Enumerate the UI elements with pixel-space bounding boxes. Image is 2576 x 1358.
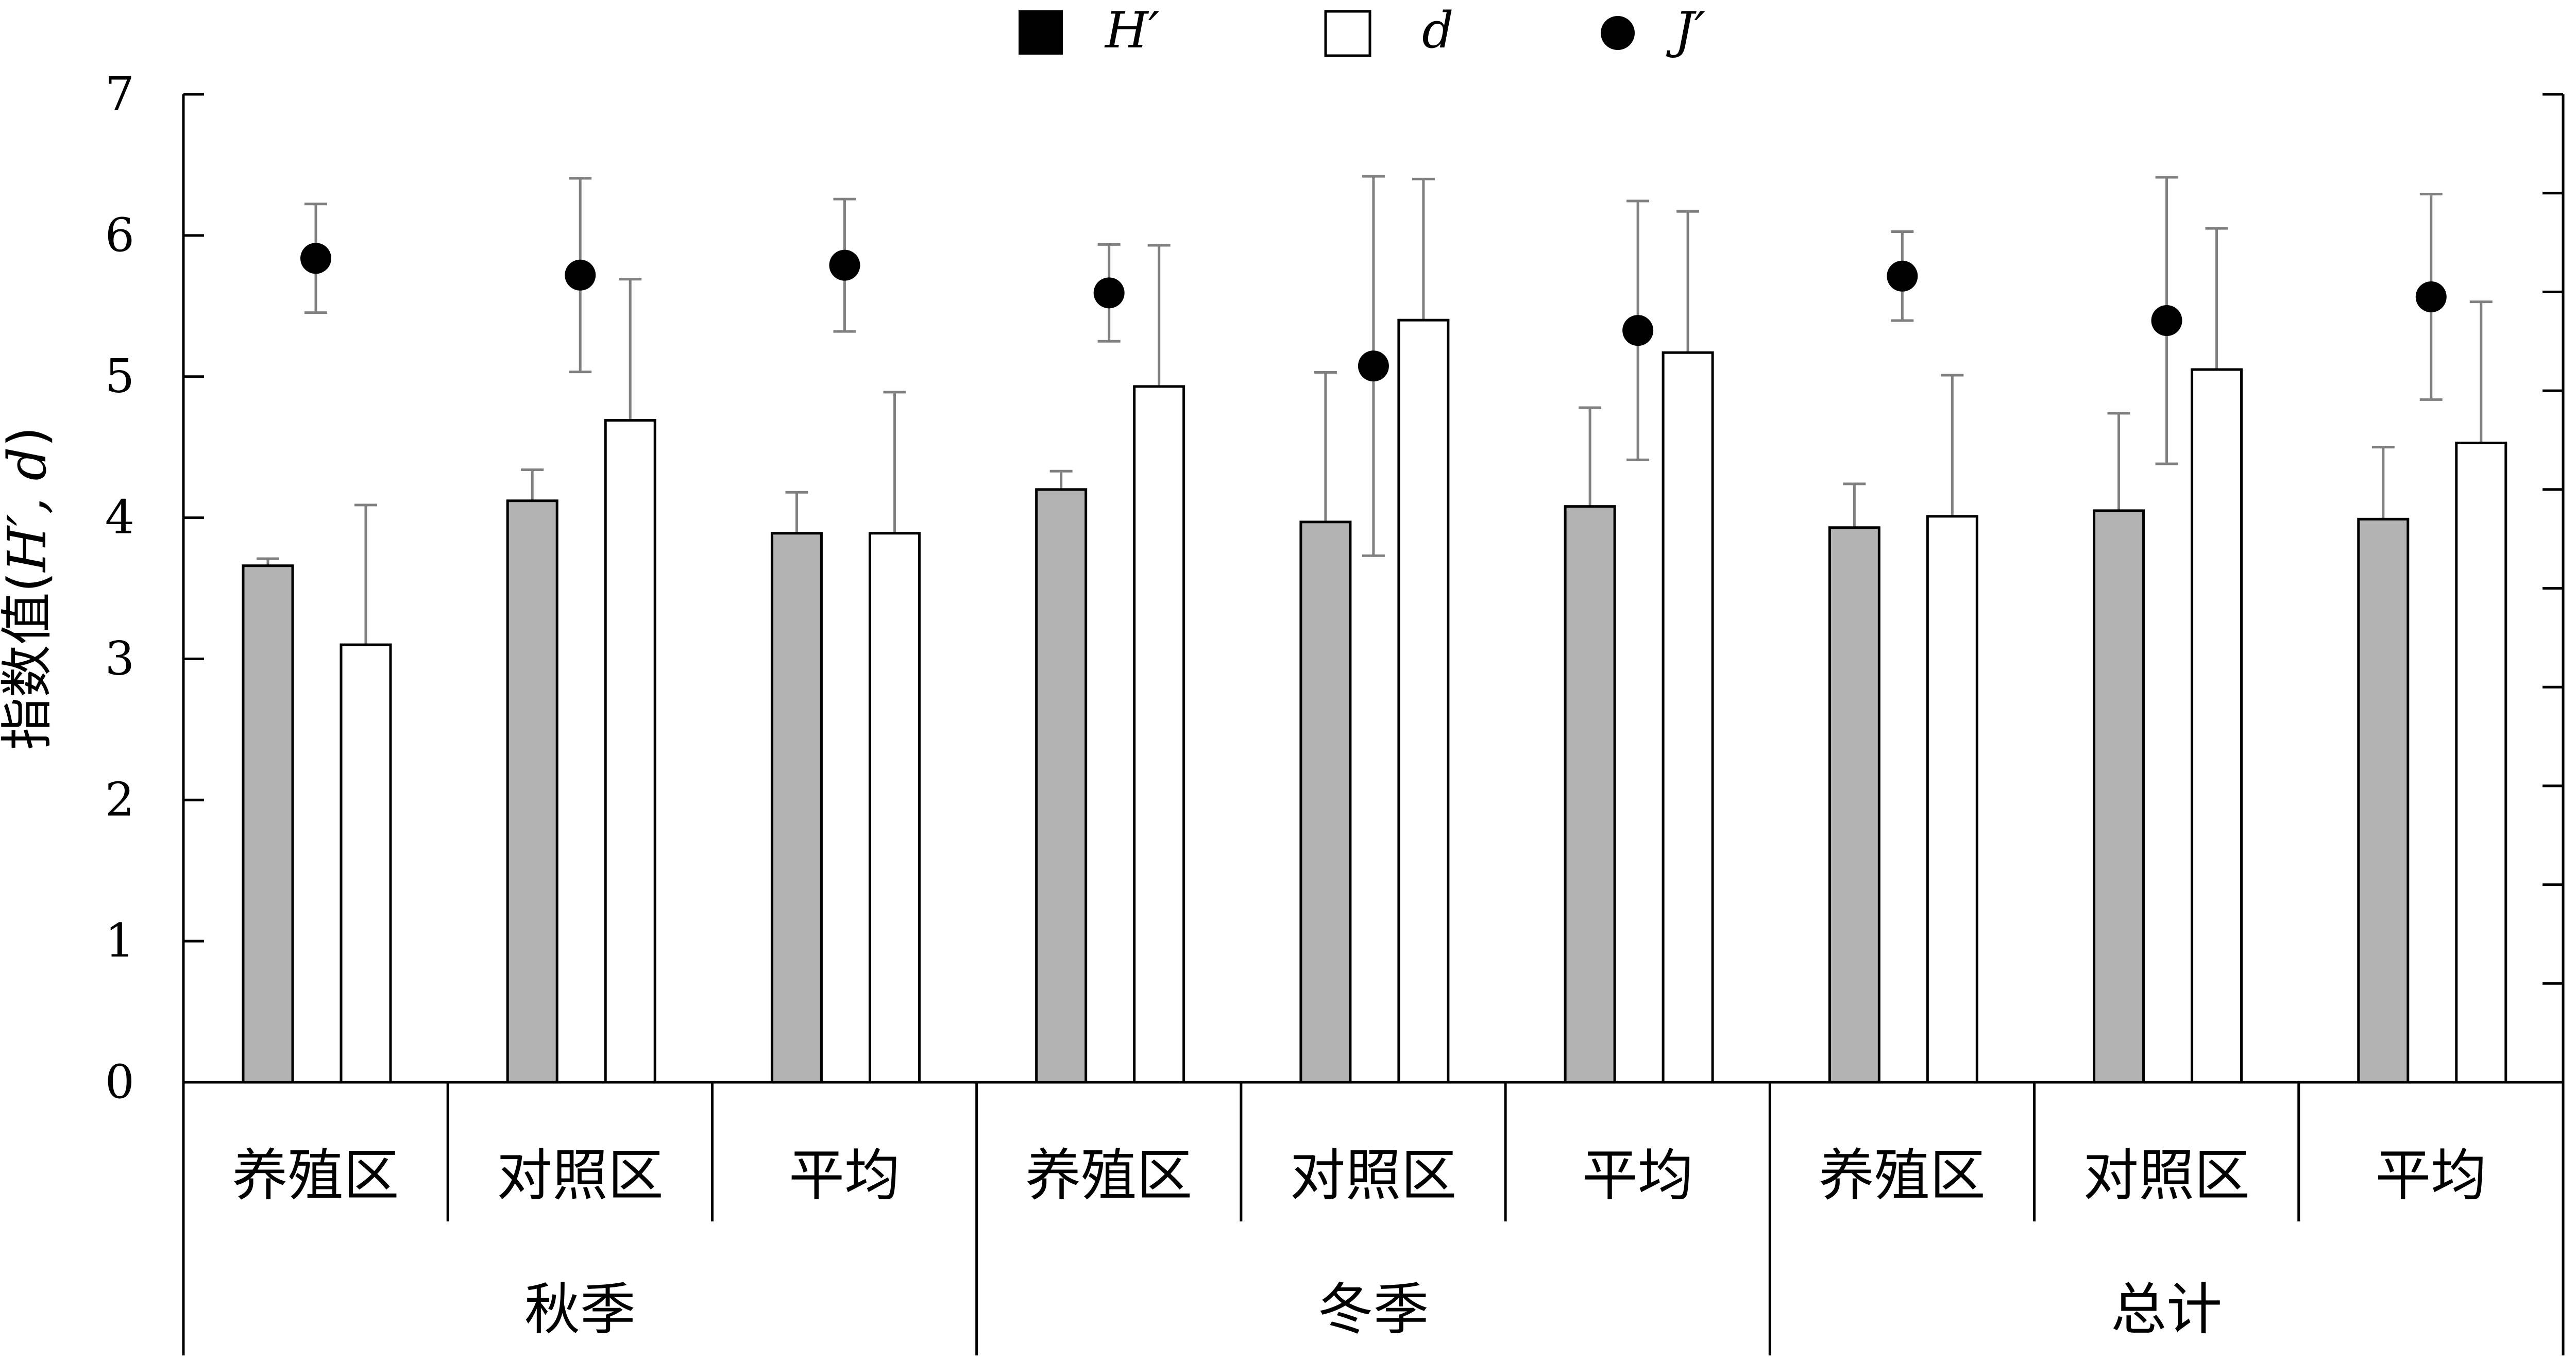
bar-d — [1133, 385, 1185, 1084]
category-label: 养殖区 — [1819, 1144, 1986, 1208]
category-label: 对照区 — [1290, 1144, 1456, 1208]
bar-d — [340, 643, 392, 1084]
legend-marker-J — [1601, 16, 1635, 50]
category-label: 平均 — [2375, 1144, 2486, 1208]
error-bars — [257, 175, 2493, 645]
legend-label-d: d — [1422, 2, 1453, 59]
bar-H — [1564, 505, 1616, 1084]
bars — [242, 318, 2507, 1084]
bar-H — [1828, 526, 1880, 1084]
bar-d — [604, 419, 656, 1084]
points — [300, 243, 2447, 382]
y-left-tick-label: 7 — [105, 67, 134, 121]
category-label: 养殖区 — [1025, 1144, 1192, 1208]
point-J — [1622, 315, 1654, 346]
point-J — [300, 243, 331, 274]
labels: 0123456700.10.20.30.40.50.60.70.80.91.0养… — [0, 67, 2486, 1342]
bar-H — [2093, 509, 2145, 1084]
bar-H — [770, 532, 823, 1084]
bar-d — [868, 532, 921, 1084]
y-left-tick-label: 0 — [105, 1055, 134, 1109]
bar-d — [2455, 441, 2507, 1084]
group-label: 总计 — [2111, 1278, 2222, 1342]
bar-H — [2357, 517, 2410, 1084]
bar-H — [1035, 488, 1088, 1084]
bar-d — [2191, 368, 2243, 1084]
group-label: 冬季 — [1317, 1278, 1429, 1342]
point-J — [1887, 260, 1918, 292]
category-label: 对照区 — [497, 1144, 664, 1208]
y-left-tick-label: 5 — [105, 349, 134, 404]
legend-label-H: H′ — [1104, 2, 1160, 59]
y-left-axis-title: 指数值(H′, d) — [0, 427, 58, 750]
y-left-tick-label: 6 — [105, 208, 134, 262]
category-label: 平均 — [1582, 1144, 1693, 1208]
bar-d — [1397, 318, 1450, 1084]
point-J — [1093, 277, 1125, 309]
category-label: 对照区 — [2083, 1144, 2250, 1208]
category-label: 养殖区 — [232, 1144, 399, 1208]
y-left-tick-label: 3 — [105, 631, 134, 685]
y-left-tick-label: 4 — [105, 491, 134, 545]
point-J — [1358, 350, 1389, 382]
bar-H — [506, 499, 558, 1084]
group-label: 秋季 — [524, 1278, 636, 1342]
bar-H — [1299, 521, 1352, 1084]
y-left-tick-label: 2 — [105, 773, 134, 827]
legend-label-J: J′ — [1666, 2, 1705, 59]
bar-d — [1662, 351, 1714, 1084]
legend-marker-H — [1019, 10, 1063, 55]
category-label: 平均 — [789, 1144, 900, 1208]
legend: H′ d J′ — [1019, 2, 1705, 59]
bar-d — [1926, 515, 1978, 1084]
point-J — [565, 259, 596, 291]
y-left-tick-label: 1 — [105, 914, 134, 968]
point-J — [2415, 281, 2447, 312]
point-J — [2151, 305, 2182, 336]
bar-H — [242, 564, 294, 1084]
point-J — [829, 249, 860, 281]
axes — [182, 93, 2565, 1355]
legend-marker-d — [1324, 10, 1371, 57]
